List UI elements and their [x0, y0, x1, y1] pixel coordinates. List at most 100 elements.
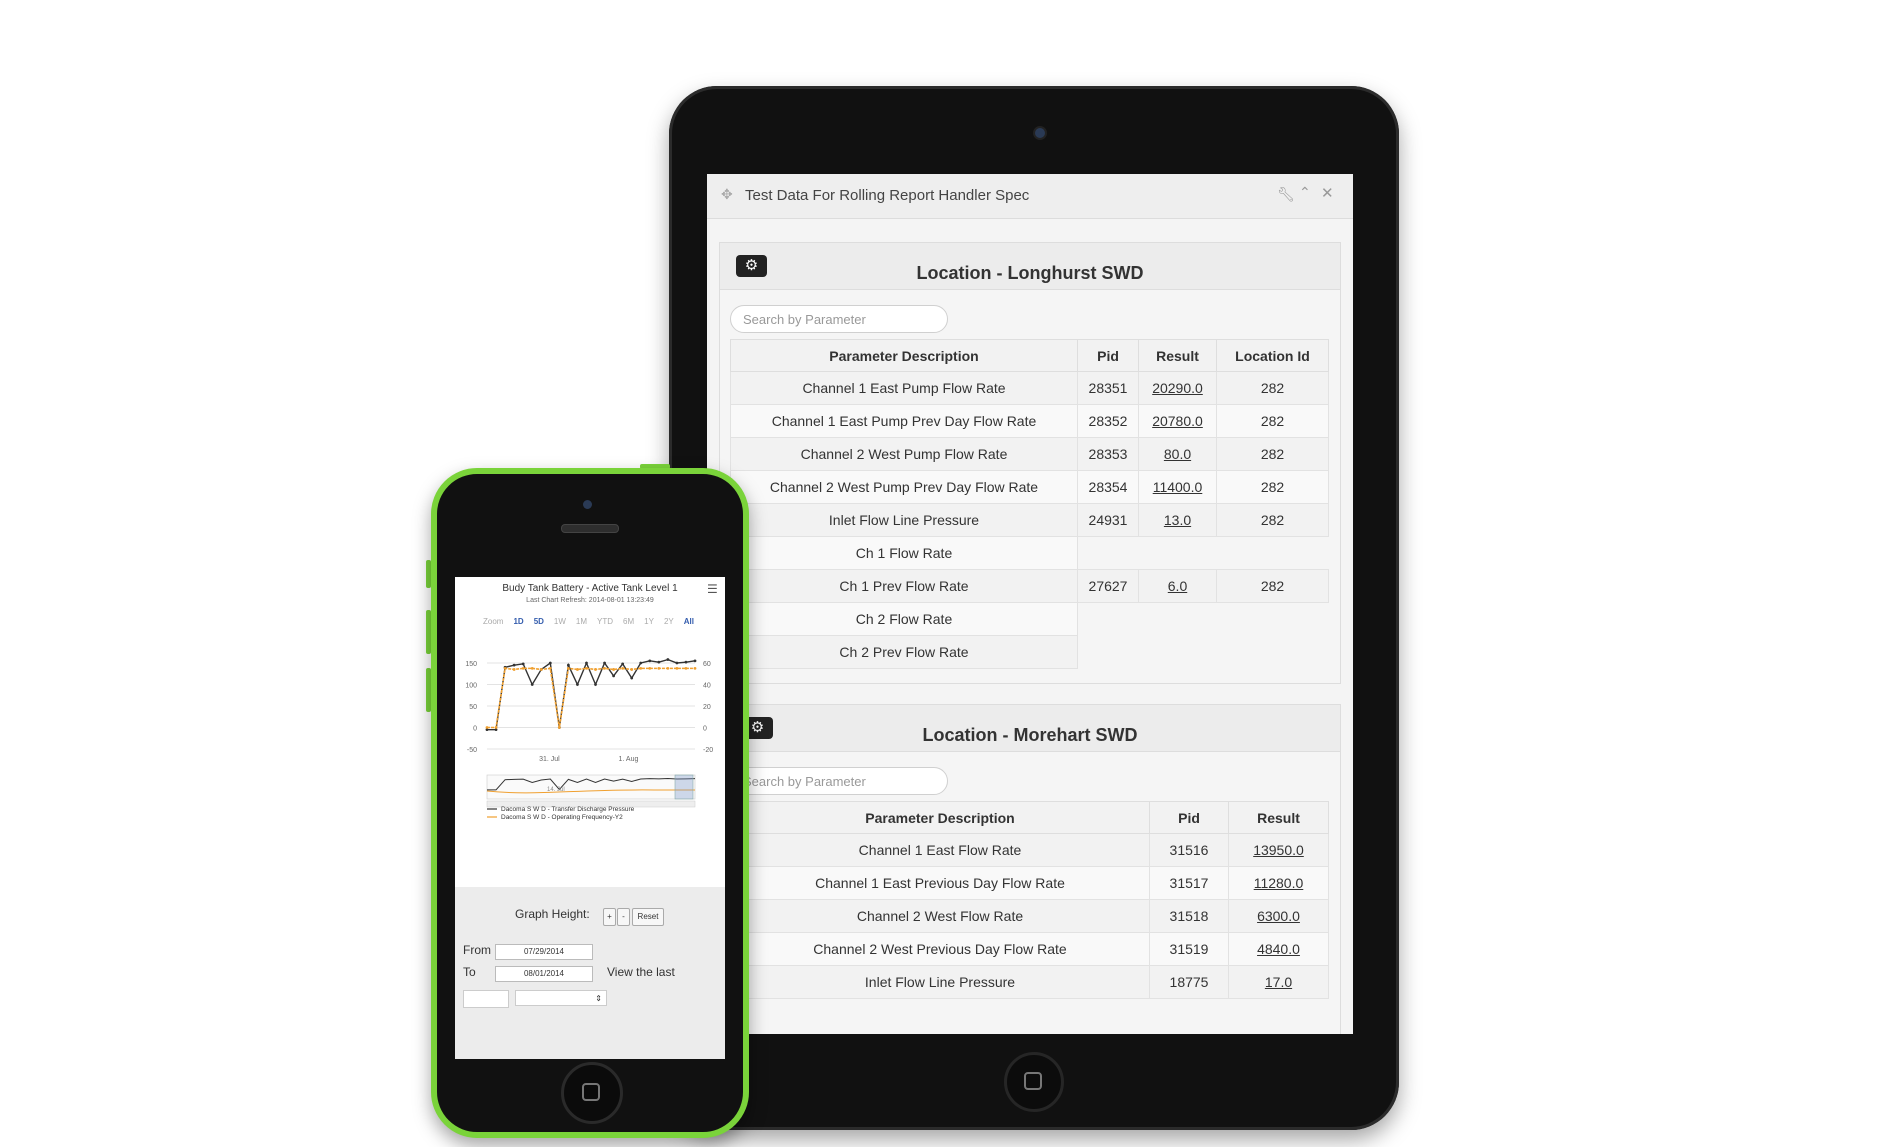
data-point — [684, 666, 688, 670]
parameter-cell: Channel 1 East Flow Rate — [730, 833, 1150, 867]
data-point — [693, 659, 697, 663]
zoom-option[interactable]: 6M — [623, 617, 635, 626]
navigator-scrollbar[interactable] — [486, 800, 696, 808]
result-cell: 11280.0 — [1228, 866, 1329, 900]
legend-entry[interactable]: Dacoma S W D - Transfer Discharge Pressu… — [501, 806, 635, 813]
parameter-cell: Channel 1 East Pump Flow Rate — [730, 371, 1078, 405]
data-point — [494, 726, 498, 729]
column-header[interactable]: Pid — [1149, 801, 1229, 834]
parameter-cell: Channel 2 West Pump Prev Day Flow Rate — [730, 470, 1078, 504]
pid-cell: 28351 — [1077, 371, 1139, 405]
table-row: Channel 1 East Pump Prev Day Flow Rate 28… — [730, 404, 1329, 438]
graph-height-increase-button[interactable]: + — [603, 908, 616, 926]
zoom-option[interactable]: 1D — [513, 617, 524, 626]
settings-button[interactable]: ⚙ — [736, 255, 767, 277]
data-point — [521, 662, 525, 666]
zoom-option[interactable]: 2Y — [663, 617, 674, 626]
to-label: To — [463, 965, 476, 979]
column-header[interactable]: Parameter Description — [730, 339, 1078, 372]
parameter-cell: Channel 2 West Previous Day Flow Rate — [730, 932, 1150, 966]
location-panel-morehart: ⚙ Location - Morehart SWD Search by Para… — [719, 704, 1341, 1034]
search-input[interactable]: Search by Parameter — [730, 305, 948, 333]
y-left-tick-label: 50 — [469, 704, 477, 711]
period-count-input[interactable] — [463, 990, 509, 1008]
result-link[interactable]: 6.0 — [1167, 578, 1188, 594]
to-date-input[interactable]: 08/01/2014 — [495, 966, 593, 982]
result-link[interactable]: 6300.0 — [1257, 908, 1300, 924]
zoom-option[interactable]: 1M — [575, 617, 588, 626]
move-icon[interactable]: ✥ — [721, 186, 733, 202]
column-header[interactable]: Result — [1138, 339, 1217, 372]
y-left-tick-label: -50 — [467, 747, 477, 754]
zoom-option[interactable]: 1W — [553, 617, 566, 626]
graph-height-label: Graph Height: — [515, 907, 590, 921]
phone-speaker — [561, 524, 619, 533]
column-header[interactable]: Parameter Description — [730, 801, 1150, 834]
result-link[interactable]: 11280.0 — [1253, 875, 1304, 891]
result-link[interactable]: 20780.0 — [1152, 413, 1203, 429]
phone-device: Budy Tank Battery - Active Tank Level 1 … — [431, 468, 749, 1138]
column-header[interactable]: Pid — [1077, 339, 1139, 372]
result-link[interactable]: 80.0 — [1163, 446, 1192, 462]
result-link[interactable]: 11400.0 — [1152, 479, 1203, 495]
data-point — [566, 663, 570, 667]
data-point — [612, 674, 616, 678]
zoom-option[interactable]: 1Y — [644, 617, 654, 626]
location-id-cell: 282 — [1216, 569, 1329, 603]
y-left-tick-label: 150 — [465, 661, 477, 668]
pid-cell: 28354 — [1077, 470, 1139, 504]
menu-icon[interactable]: ☰ — [707, 582, 718, 596]
table-row: Channel 2 West Pump Flow Rate 28353 80.0 28… — [730, 437, 1329, 471]
result-link[interactable]: 20290.0 — [1152, 380, 1203, 396]
parameter-cell: Channel 2 West Pump Flow Rate — [730, 437, 1078, 471]
navigator-handle[interactable] — [674, 774, 694, 800]
data-point — [485, 726, 489, 729]
graph-height-decrease-button[interactable]: - — [617, 908, 630, 926]
empty-cell — [1078, 603, 1139, 636]
close-icon[interactable]: ✕ — [1321, 185, 1334, 202]
zoom-option[interactable]: 5D — [533, 617, 544, 626]
result-cell: 6.0 — [1138, 569, 1217, 603]
y-right-tick-label: 60 — [703, 661, 711, 668]
column-header[interactable]: Result — [1228, 801, 1329, 834]
series-line — [487, 667, 695, 729]
chart-subtitle: Last Chart Refresh: 2014-08-01 13:23:49 — [526, 597, 654, 604]
period-unit-select[interactable]: ⇕ — [515, 990, 607, 1006]
search-input[interactable]: Search by Parameter — [730, 767, 948, 795]
pid-cell: 18775 — [1149, 965, 1229, 999]
phone-home-button[interactable] — [561, 1062, 623, 1124]
result-link[interactable]: 17.0 — [1264, 974, 1293, 990]
phone-power-button — [640, 464, 670, 469]
data-point — [603, 661, 606, 665]
result-link[interactable]: 4840.0 — [1257, 941, 1300, 957]
wrench-icon[interactable]: 🔧︎ — [1277, 186, 1295, 202]
phone-screen: Budy Tank Battery - Active Tank Level 1 … — [455, 577, 725, 1059]
graph-height-reset-button[interactable]: Reset — [632, 908, 664, 926]
zoom-option[interactable]: All — [683, 617, 694, 626]
data-point — [639, 661, 643, 665]
tablet-device: ✥ Test Data For Rolling Report Handler S… — [669, 86, 1399, 1130]
empty-cell — [1217, 537, 1329, 570]
data-point — [612, 668, 616, 671]
settings-button[interactable]: ⚙ — [742, 717, 773, 739]
data-point — [485, 728, 489, 732]
from-date-input[interactable]: 07/29/2014 — [495, 944, 593, 960]
table-row: Channel 1 East Previous Day Flow Rate 315… — [730, 866, 1329, 900]
panel-header: ⚙ Location - Longhurst SWD — [720, 243, 1340, 290]
pid-cell: 28352 — [1077, 404, 1139, 438]
legend-entry[interactable]: Dacoma S W D - Operating Frequency-Y2 — [501, 814, 623, 821]
table-row: Ch 2 Prev Flow Rate — [730, 635, 1329, 669]
parameter-cell: Channel 1 East Previous Day Flow Rate — [730, 866, 1150, 900]
zoom-option[interactable]: YTD — [597, 617, 614, 626]
column-header[interactable]: Location Id — [1216, 339, 1329, 372]
data-point — [539, 668, 543, 671]
y-right-tick-label: 0 — [703, 726, 707, 733]
tablet-home-button[interactable] — [1004, 1052, 1064, 1112]
phone-volume-up — [426, 610, 431, 654]
collapse-icon[interactable]: ⌃ — [1299, 184, 1311, 200]
table-row: Channel 1 East Pump Flow Rate 28351 20290.… — [730, 371, 1329, 405]
result-link[interactable]: 13950.0 — [1253, 842, 1304, 858]
result-cell: 4840.0 — [1228, 932, 1329, 966]
pid-cell: 24931 — [1077, 503, 1139, 537]
result-link[interactable]: 13.0 — [1163, 512, 1192, 528]
